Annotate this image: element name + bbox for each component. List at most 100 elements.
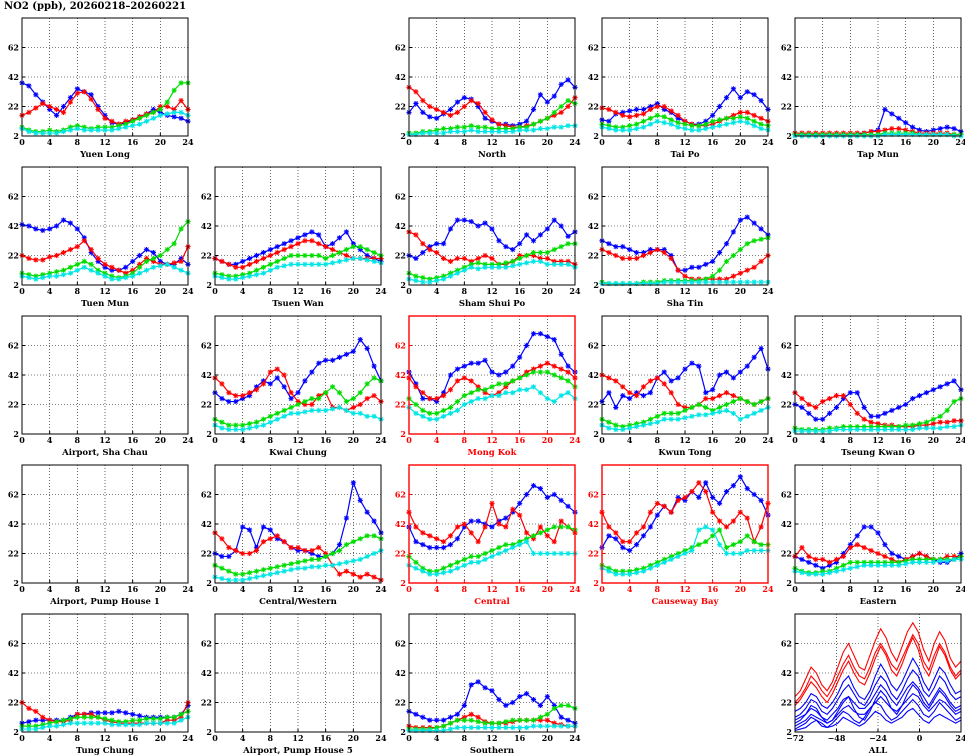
data-point-blue: [523, 691, 530, 697]
data-point-cyan: [413, 727, 419, 734]
data-point-cyan: [323, 261, 329, 267]
data-point-blue: [253, 384, 260, 390]
y-tick-label: 42: [395, 72, 406, 82]
data-point-red: [413, 384, 419, 390]
data-point-cyan: [847, 565, 853, 571]
data-point-green: [260, 416, 267, 422]
data-point-cyan: [475, 128, 481, 135]
y-tick-label: 42: [588, 221, 599, 231]
data-point-blue: [343, 351, 350, 357]
data-point-red: [413, 89, 419, 95]
data-point-cyan: [833, 568, 840, 574]
data-point-red: [440, 255, 447, 262]
data-point-cyan: [937, 558, 943, 564]
x-tick-label: 16: [320, 733, 332, 743]
data-point-blue: [496, 696, 502, 703]
data-point-cyan: [868, 562, 874, 568]
x-tick-label: 16: [707, 435, 719, 445]
data-point-green: [461, 124, 467, 130]
data-point-cyan: [364, 413, 370, 419]
data-point-red: [875, 550, 881, 557]
x-tick-label: 24: [569, 733, 581, 743]
data-point-red: [413, 524, 419, 530]
data-point-blue: [434, 241, 440, 247]
data-point-cyan: [53, 130, 60, 136]
data-point-red: [329, 247, 336, 253]
data-point-blue: [640, 533, 647, 539]
data-point-green: [840, 424, 847, 430]
data-point-blue: [336, 354, 343, 360]
data-point-red: [157, 103, 163, 110]
data-point-red: [246, 390, 253, 396]
data-point-green: [730, 398, 737, 405]
data-point-blue: [274, 536, 280, 542]
data-point-cyan: [517, 387, 523, 393]
series-line-blue: [794, 681, 962, 721]
data-point-cyan: [640, 568, 647, 574]
data-point-cyan: [489, 553, 495, 560]
data-point-red: [295, 398, 301, 405]
data-point-red: [482, 390, 488, 396]
data-point-green: [143, 716, 150, 722]
data-point-blue: [903, 120, 909, 126]
data-point-red: [109, 264, 115, 270]
data-point-green: [565, 702, 571, 709]
data-point-cyan: [903, 561, 909, 567]
data-point-green: [88, 714, 94, 720]
data-point-cyan: [909, 426, 916, 433]
x-tick-label: 4: [434, 733, 440, 743]
y-tick-label: 42: [588, 519, 599, 529]
data-point-cyan: [923, 425, 930, 431]
data-point-green: [323, 553, 329, 560]
data-point-green: [81, 714, 87, 720]
data-point-green: [751, 539, 757, 545]
y-tick-label: 42: [395, 668, 406, 678]
data-point-red: [233, 547, 239, 554]
y-tick-label: 62: [8, 341, 19, 351]
data-point-blue: [806, 410, 812, 416]
data-point-red: [496, 390, 502, 396]
data-point-blue: [647, 524, 654, 530]
data-point-red: [799, 396, 805, 402]
data-point-cyan: [67, 720, 74, 726]
data-point-blue: [620, 244, 626, 250]
x-tick-label: 20: [348, 733, 360, 743]
data-point-cyan: [606, 568, 612, 574]
data-point-green: [544, 527, 550, 533]
data-point-blue: [413, 711, 419, 717]
data-point-cyan: [633, 126, 640, 132]
data-point-green: [565, 524, 571, 530]
data-point-blue: [461, 702, 467, 709]
x-tick-label: 4: [434, 435, 440, 445]
y-tick-label: 42: [395, 519, 406, 529]
data-point-green: [696, 123, 702, 129]
data-point-blue: [364, 252, 370, 259]
x-tick-label: 4: [434, 137, 440, 147]
data-point-red: [323, 244, 329, 250]
data-point-green: [67, 716, 74, 722]
y-tick-label: 62: [201, 490, 212, 500]
data-point-green: [434, 568, 440, 574]
data-point-cyan: [253, 424, 260, 430]
data-point-green: [517, 539, 523, 545]
x-tick-label: 16: [127, 435, 139, 445]
data-point-blue: [640, 249, 647, 256]
data-point-green: [288, 561, 294, 567]
data-point-cyan: [661, 120, 667, 126]
data-point-red: [240, 393, 246, 399]
y-tick-label: 62: [395, 341, 406, 351]
panel-frame: [21, 17, 189, 137]
data-point-red: [281, 539, 287, 545]
data-point-red: [875, 421, 881, 427]
data-point-cyan: [723, 550, 730, 557]
x-tick-label: 8: [268, 584, 274, 594]
data-point-green: [371, 533, 377, 539]
data-point-green: [833, 565, 840, 571]
data-point-red: [233, 264, 239, 270]
data-point-cyan: [67, 127, 74, 133]
data-point-cyan: [316, 564, 322, 570]
panel-frame: [214, 464, 382, 584]
